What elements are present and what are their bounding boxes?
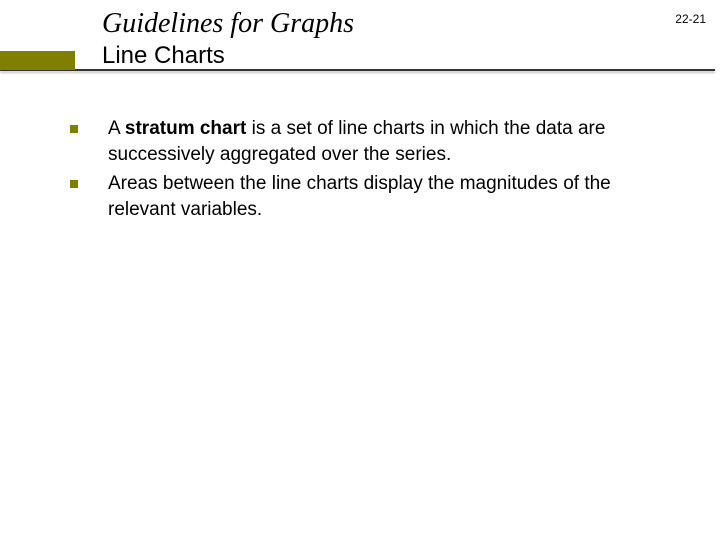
bullet-bold-term: stratum chart — [125, 118, 246, 139]
list-item: Areas between the line charts display th… — [70, 171, 680, 222]
square-bullet-icon — [70, 125, 78, 133]
page-number: 22-21 — [675, 12, 706, 26]
sub-title: Line Charts — [102, 42, 720, 70]
bullet-text: Areas between the line charts display th… — [108, 171, 680, 222]
accent-block — [0, 51, 75, 70]
bullet-prefix: A — [108, 118, 125, 139]
bullet-rest: Areas between the line charts display th… — [108, 173, 611, 220]
square-bullet-icon — [70, 180, 78, 188]
bullet-text: A stratum chart is a set of line charts … — [108, 116, 680, 167]
list-item: A stratum chart is a set of line charts … — [70, 116, 680, 167]
header-region: 22-21 Guidelines for Graphs Line Charts — [0, 0, 720, 70]
main-title: Guidelines for Graphs — [102, 8, 720, 40]
content-body: A stratum chart is a set of line charts … — [0, 116, 720, 223]
